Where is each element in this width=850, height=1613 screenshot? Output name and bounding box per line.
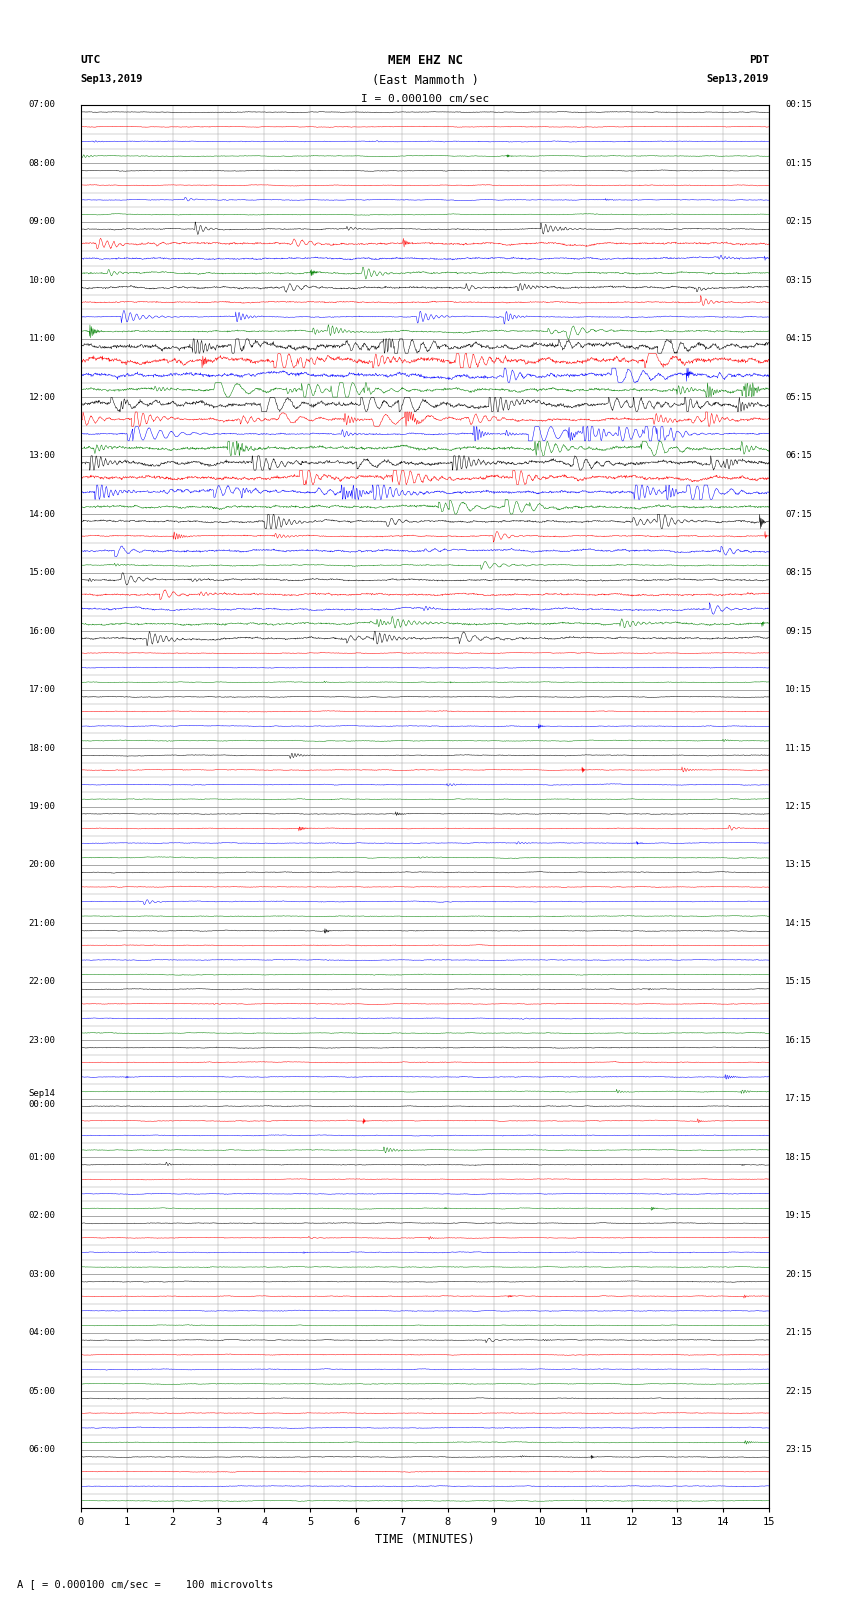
Text: 03:00: 03:00 bbox=[29, 1269, 55, 1279]
Text: 13:00: 13:00 bbox=[29, 452, 55, 460]
Text: 01:15: 01:15 bbox=[785, 158, 813, 168]
Text: 04:00: 04:00 bbox=[29, 1327, 55, 1337]
Text: 04:15: 04:15 bbox=[785, 334, 813, 344]
Text: 02:00: 02:00 bbox=[29, 1211, 55, 1221]
Text: Sep14
00:00: Sep14 00:00 bbox=[29, 1089, 55, 1108]
Text: 06:00: 06:00 bbox=[29, 1445, 55, 1455]
Text: 06:15: 06:15 bbox=[785, 452, 813, 460]
Text: 18:15: 18:15 bbox=[785, 1153, 813, 1161]
Text: PDT: PDT bbox=[749, 55, 769, 66]
X-axis label: TIME (MINUTES): TIME (MINUTES) bbox=[375, 1532, 475, 1545]
Text: 17:00: 17:00 bbox=[29, 686, 55, 694]
Text: 09:00: 09:00 bbox=[29, 218, 55, 226]
Text: 07:00: 07:00 bbox=[29, 100, 55, 110]
Text: 20:00: 20:00 bbox=[29, 860, 55, 869]
Text: 22:00: 22:00 bbox=[29, 977, 55, 987]
Text: (East Mammoth ): (East Mammoth ) bbox=[371, 74, 479, 87]
Text: 14:00: 14:00 bbox=[29, 510, 55, 519]
Text: 21:00: 21:00 bbox=[29, 919, 55, 927]
Text: 12:00: 12:00 bbox=[29, 392, 55, 402]
Text: 09:15: 09:15 bbox=[785, 626, 813, 636]
Text: 08:15: 08:15 bbox=[785, 568, 813, 577]
Text: 11:00: 11:00 bbox=[29, 334, 55, 344]
Text: 13:15: 13:15 bbox=[785, 860, 813, 869]
Text: 10:00: 10:00 bbox=[29, 276, 55, 286]
Text: 17:15: 17:15 bbox=[785, 1094, 813, 1103]
Text: 22:15: 22:15 bbox=[785, 1387, 813, 1395]
Text: 12:15: 12:15 bbox=[785, 802, 813, 811]
Text: 05:00: 05:00 bbox=[29, 1387, 55, 1395]
Text: 02:15: 02:15 bbox=[785, 218, 813, 226]
Text: 05:15: 05:15 bbox=[785, 392, 813, 402]
Text: Sep13,2019: Sep13,2019 bbox=[81, 74, 144, 84]
Text: 15:00: 15:00 bbox=[29, 568, 55, 577]
Text: 16:00: 16:00 bbox=[29, 626, 55, 636]
Text: UTC: UTC bbox=[81, 55, 101, 66]
Text: 08:00: 08:00 bbox=[29, 158, 55, 168]
Text: MEM EHZ NC: MEM EHZ NC bbox=[388, 53, 462, 68]
Text: A [ = 0.000100 cm/sec =    100 microvolts: A [ = 0.000100 cm/sec = 100 microvolts bbox=[17, 1579, 273, 1589]
Text: 00:15: 00:15 bbox=[785, 100, 813, 110]
Text: 14:15: 14:15 bbox=[785, 919, 813, 927]
Text: 23:00: 23:00 bbox=[29, 1036, 55, 1045]
Text: 10:15: 10:15 bbox=[785, 686, 813, 694]
Text: 11:15: 11:15 bbox=[785, 744, 813, 753]
Text: 07:15: 07:15 bbox=[785, 510, 813, 519]
Text: Sep13,2019: Sep13,2019 bbox=[706, 74, 769, 84]
Text: 21:15: 21:15 bbox=[785, 1327, 813, 1337]
Text: 18:00: 18:00 bbox=[29, 744, 55, 753]
Text: 20:15: 20:15 bbox=[785, 1269, 813, 1279]
Text: 15:15: 15:15 bbox=[785, 977, 813, 987]
Text: 19:00: 19:00 bbox=[29, 802, 55, 811]
Text: 16:15: 16:15 bbox=[785, 1036, 813, 1045]
Text: 19:15: 19:15 bbox=[785, 1211, 813, 1221]
Text: 03:15: 03:15 bbox=[785, 276, 813, 286]
Text: I = 0.000100 cm/sec: I = 0.000100 cm/sec bbox=[361, 94, 489, 105]
Text: 01:00: 01:00 bbox=[29, 1153, 55, 1161]
Text: 23:15: 23:15 bbox=[785, 1445, 813, 1455]
